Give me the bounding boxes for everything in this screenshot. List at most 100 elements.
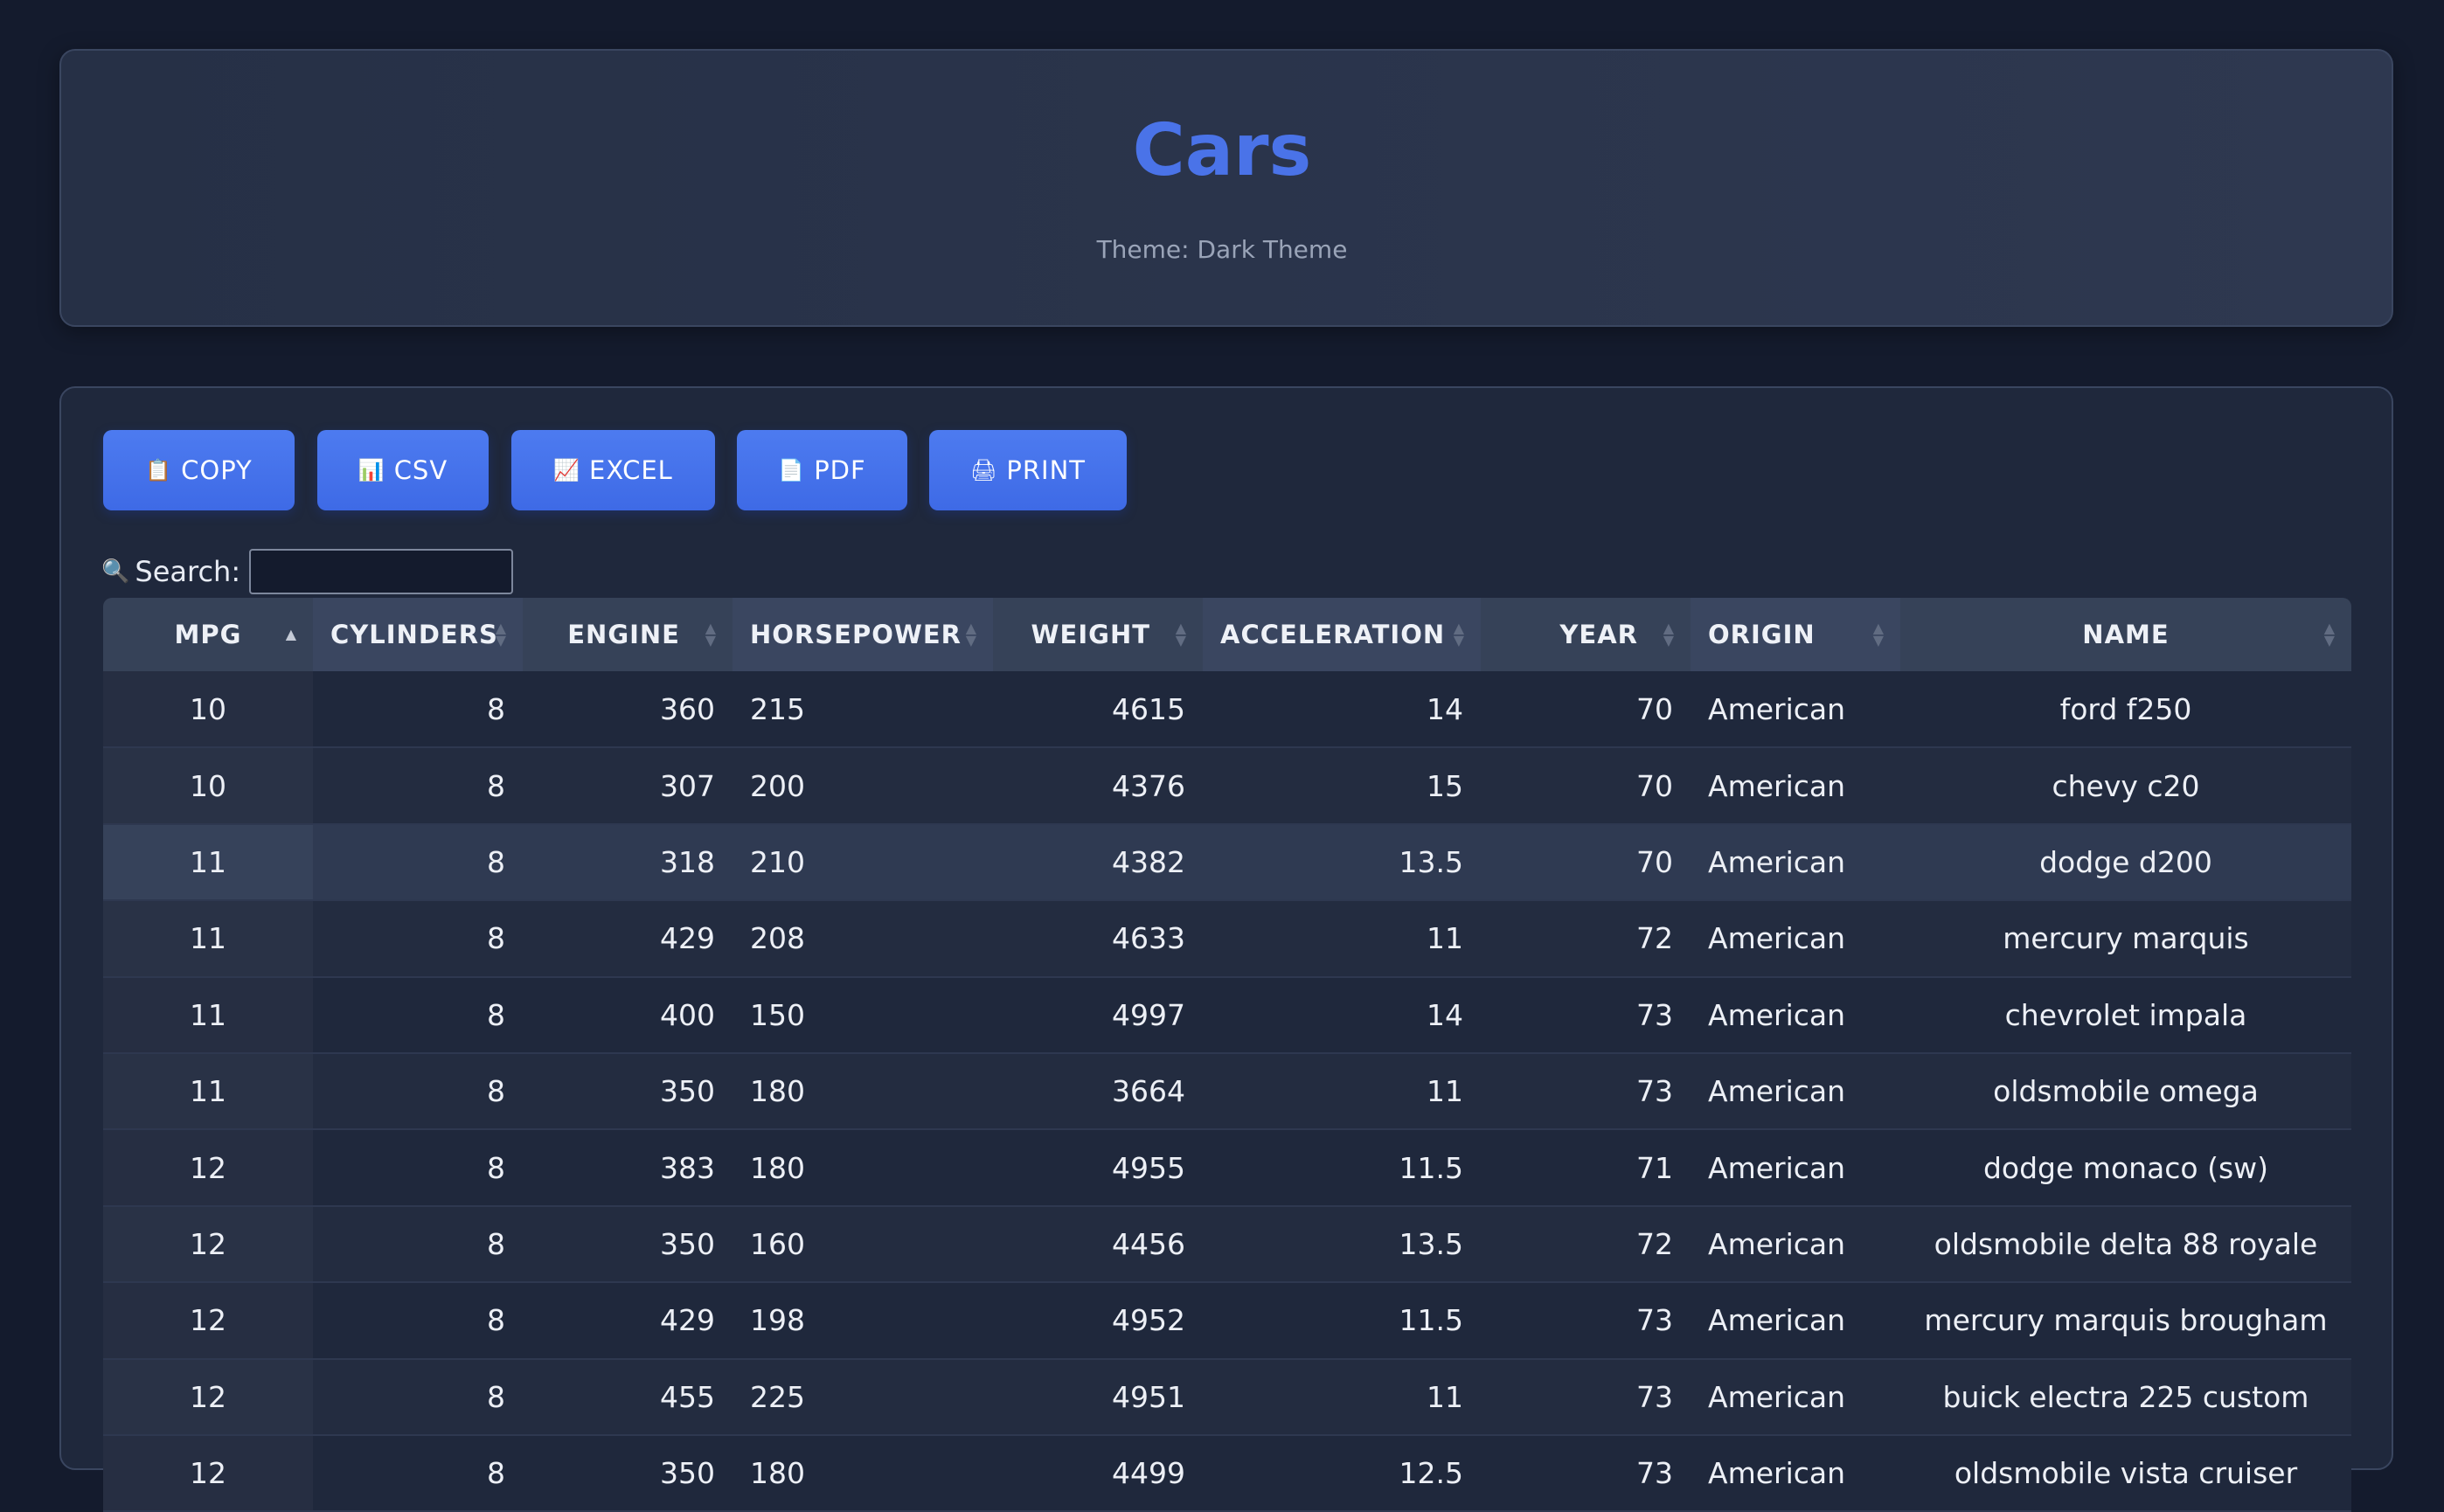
table-row[interactable]: 10 8 307 200 4376 15 70 American chevy c… <box>103 747 2351 824</box>
table-row[interactable]: 11 8 350 180 3664 11 73 American oldsmob… <box>103 1052 2351 1130</box>
table-row[interactable]: 10 8 360 215 4615 14 70 American ford f2… <box>103 671 2351 748</box>
cell-mpg: 11 <box>103 1053 313 1129</box>
cell-horsepower: 215 <box>750 691 805 726</box>
cell-horsepower: 208 <box>750 921 805 956</box>
cell-weight: 4456 <box>1112 1226 1185 1261</box>
search-label: Search: <box>135 555 241 588</box>
cell-weight: 3664 <box>1112 1074 1185 1109</box>
page-title: Cars <box>1132 109 1312 192</box>
table-row[interactable]: 11 8 429 208 4633 11 72 American mercury… <box>103 900 2351 977</box>
column-header-label: WEIGHT <box>1031 620 1150 649</box>
cell-origin: American <box>1708 1379 1846 1414</box>
csv-button[interactable]: 📊 CSV <box>317 430 489 510</box>
cell-origin: American <box>1708 844 1846 879</box>
table-row[interactable]: 12 8 455 225 4951 11 73 American buick e… <box>103 1358 2351 1435</box>
cell-horsepower: 180 <box>750 1456 805 1491</box>
table-row[interactable]: 12 8 350 160 4456 13.5 72 American oldsm… <box>103 1205 2351 1283</box>
column-header-mpg[interactable]: MPG ▲ <box>103 598 313 671</box>
sort-icon: ▲ ▼ <box>965 620 977 648</box>
table-row[interactable]: 11 8 400 150 4997 14 73 American chevrol… <box>103 976 2351 1053</box>
cell-name: oldsmobile omega <box>1993 1074 2259 1109</box>
copy-button-label: COPY <box>181 455 253 485</box>
column-header-name[interactable]: NAME ▲ ▼ <box>1900 598 2351 671</box>
cell-mpg: 12 <box>103 1359 313 1435</box>
sort-icon: ▲ ▼ <box>705 620 717 648</box>
header-card <box>59 49 2393 327</box>
cell-name: chevrolet impala <box>2004 997 2247 1032</box>
cell-engine: 429 <box>660 921 715 956</box>
cell-weight: 4382 <box>1112 844 1185 879</box>
search-icon: 🔍 <box>101 558 130 585</box>
cell-origin: American <box>1708 1150 1846 1185</box>
cars-table: MPG ▲ CYLINDERS ▲ ▼ ENGINE ▲ ▼ HORSEPOWER … <box>103 598 2351 1512</box>
column-header-origin[interactable]: ORIGIN ▲ ▼ <box>1691 598 1900 671</box>
column-header-cylinders[interactable]: CYLINDERS ▲ ▼ <box>313 598 523 671</box>
cell-year: 70 <box>1636 691 1673 726</box>
cell-cylinders: 8 <box>487 1226 505 1261</box>
cell-year: 73 <box>1636 1456 1673 1491</box>
cell-acceleration: 14 <box>1427 691 1463 726</box>
cell-horsepower: 150 <box>750 997 805 1032</box>
table-row[interactable]: 12 8 383 180 4955 11.5 71 American dodge… <box>103 1129 2351 1206</box>
cell-engine: 350 <box>660 1226 715 1261</box>
trend-chart-icon: 📈 <box>553 458 581 482</box>
cell-horsepower: 160 <box>750 1226 805 1261</box>
cell-name: oldsmobile vista cruiser <box>1954 1456 2298 1491</box>
cell-engine: 400 <box>660 997 715 1032</box>
cell-acceleration: 11.5 <box>1399 1303 1463 1338</box>
cell-engine: 455 <box>660 1379 715 1414</box>
cell-engine: 429 <box>660 1303 715 1338</box>
pdf-button[interactable]: 📄 PDF <box>737 430 907 510</box>
cell-origin: American <box>1708 997 1846 1032</box>
cell-name: mercury marquis brougham <box>1924 1303 2328 1338</box>
cell-year: 72 <box>1636 921 1673 956</box>
cell-mpg: 12 <box>103 1206 313 1282</box>
cell-mpg: 10 <box>103 671 313 747</box>
search-input[interactable] <box>249 549 514 594</box>
sort-icon: ▲ ▼ <box>1175 620 1187 648</box>
cell-engine: 360 <box>660 691 715 726</box>
cell-weight: 4951 <box>1112 1379 1185 1414</box>
column-header-horsepower[interactable]: HORSEPOWER ▲ ▼ <box>733 598 993 671</box>
excel-button[interactable]: 📈 EXCEL <box>511 430 715 510</box>
cell-cylinders: 8 <box>487 1379 505 1414</box>
cell-horsepower: 180 <box>750 1150 805 1185</box>
cell-name: dodge monaco (sw) <box>1982 1150 2269 1185</box>
table-row[interactable]: 11 8 318 210 4382 13.5 70 American dodge… <box>103 823 2351 901</box>
column-header-label: YEAR <box>1559 620 1638 649</box>
print-button[interactable]: 🖨 PRINT <box>929 430 1127 510</box>
cell-origin: American <box>1708 1456 1846 1491</box>
cell-acceleration: 13.5 <box>1399 844 1463 879</box>
cell-horsepower: 225 <box>750 1379 805 1414</box>
cell-name: chevy c20 <box>2052 768 2200 803</box>
cell-origin: American <box>1708 1226 1846 1261</box>
cell-name: buick electra 225 custom <box>1942 1379 2309 1414</box>
column-header-year[interactable]: YEAR ▲ ▼ <box>1481 598 1691 671</box>
cell-weight: 4499 <box>1112 1456 1185 1491</box>
cell-acceleration: 12.5 <box>1399 1456 1463 1491</box>
column-header-engine[interactable]: ENGINE ▲ ▼ <box>523 598 733 671</box>
theme-label: Theme: Dark Theme <box>1096 235 1348 264</box>
table-row[interactable]: 12 8 429 198 4952 11.5 73 American mercu… <box>103 1282 2351 1359</box>
cell-cylinders: 8 <box>487 1150 505 1185</box>
copy-button[interactable]: 📋 COPY <box>103 430 295 510</box>
cell-horsepower: 200 <box>750 768 805 803</box>
table-row[interactable]: 12 8 350 180 4499 12.5 73 American oldsm… <box>103 1434 2351 1512</box>
column-header-label: ENGINE <box>567 620 680 649</box>
cell-year: 73 <box>1636 1379 1673 1414</box>
column-header-acceleration[interactable]: ACCELERATION ▲ ▼ <box>1203 598 1481 671</box>
cell-cylinders: 8 <box>487 921 505 956</box>
cell-mpg: 12 <box>103 1435 313 1511</box>
cell-cylinders: 8 <box>487 1074 505 1109</box>
cell-cylinders: 8 <box>487 844 505 879</box>
cell-name: oldsmobile delta 88 royale <box>1934 1226 2318 1261</box>
column-header-label: MPG <box>174 620 242 649</box>
column-header-weight[interactable]: WEIGHT ▲ ▼ <box>993 598 1203 671</box>
table-header-row: MPG ▲ CYLINDERS ▲ ▼ ENGINE ▲ ▼ HORSEPOWER … <box>103 598 2351 671</box>
cell-year: 71 <box>1636 1150 1673 1185</box>
cell-engine: 318 <box>660 844 715 879</box>
cell-year: 72 <box>1636 1226 1673 1261</box>
column-header-label: NAME <box>2082 620 2170 649</box>
cell-acceleration: 13.5 <box>1399 1226 1463 1261</box>
excel-button-label: EXCEL <box>589 455 673 485</box>
